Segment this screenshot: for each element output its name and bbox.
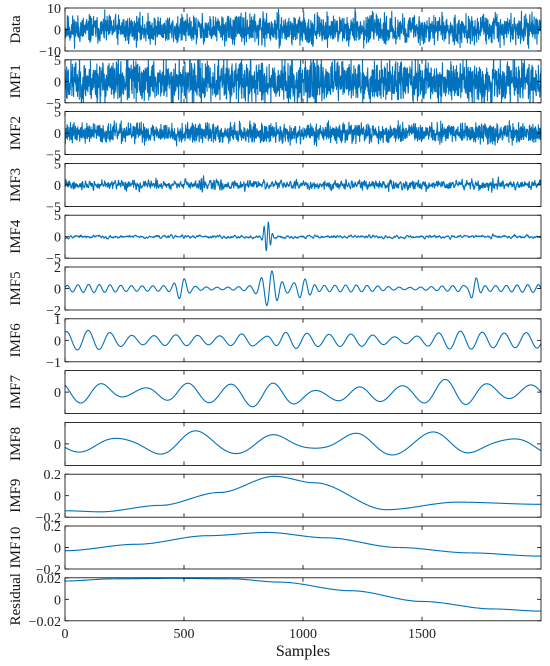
y-tick-label: −10	[39, 45, 61, 60]
series-line-imf1	[65, 59, 541, 103]
y-tick-label: 0	[54, 593, 61, 608]
panel-frame	[64, 473, 542, 518]
panel-imf1: −5 0 5 IMF1	[8, 54, 542, 112]
y-tick-label: 5	[54, 54, 61, 69]
panel-imf3: −5 0 5 IMF3	[8, 157, 542, 215]
panel-imf6: −1 0 1 IMF6	[8, 313, 542, 371]
panel-label: IMF3	[8, 168, 24, 202]
y-tick-label: −5	[46, 200, 61, 215]
y-tick-label: −0.2	[36, 563, 61, 578]
x-axis-title: Samples	[276, 643, 330, 660]
y-tick-label: −5	[46, 252, 61, 267]
panel-frame	[64, 525, 542, 570]
y-tick-label: −1	[46, 356, 61, 371]
panel-residual: −0.02 0 0.02 Residual	[8, 572, 542, 630]
panel-imf2: −5 0 5 IMF2	[8, 106, 542, 164]
y-tick-label: 0	[54, 75, 61, 90]
x-tick-label: 1000	[289, 627, 317, 642]
series-line-data	[65, 8, 541, 49]
y-tick-label: 0.2	[44, 468, 62, 483]
panel-frame	[64, 318, 542, 363]
series-line-imf2	[65, 120, 541, 147]
y-tick-label: 1	[54, 313, 61, 328]
y-tick-label: 10	[47, 2, 61, 17]
y-tick-label: 0	[54, 231, 61, 246]
panel-imf4: −5 0 5 IMF4	[8, 209, 542, 267]
panel-label: IMF10	[8, 527, 24, 569]
y-tick-label: 5	[54, 106, 61, 121]
y-tick-label: 0	[54, 127, 61, 142]
series-line-imf3	[65, 175, 541, 193]
y-tick-label: 0	[54, 542, 61, 557]
panel-label: Data	[8, 15, 24, 44]
y-tick-label: 0.2	[44, 520, 62, 535]
panel-label: IMF6	[8, 323, 24, 358]
series-line-imf9	[65, 475, 541, 513]
y-tick-label: 0	[54, 334, 61, 349]
panel-label: IMF7	[8, 375, 24, 410]
y-tick-label: 0	[54, 386, 61, 401]
panel-label: IMF8	[8, 427, 24, 461]
y-tick-label: 5	[54, 209, 61, 224]
panel-imf8: 0 IMF8	[8, 421, 542, 466]
y-tick-label: −5	[46, 149, 61, 164]
y-tick-label: 0	[54, 490, 61, 505]
x-tick-label: 500	[174, 627, 195, 642]
x-tick-label: 1500	[408, 627, 436, 642]
panel-label: IMF1	[8, 64, 24, 98]
panel-label: Residual	[8, 573, 24, 626]
y-tick-label: 0	[54, 438, 61, 453]
series-line-imf8	[65, 430, 541, 456]
y-tick-label: −0.02	[29, 615, 61, 630]
panel-frame	[64, 370, 542, 415]
panel-frame	[64, 266, 542, 311]
panel-data: −10 0 10 Data	[8, 2, 542, 60]
y-tick-label: 0	[54, 179, 61, 194]
x-tick-label: 0	[62, 627, 69, 642]
y-tick-label: −5	[46, 97, 61, 112]
panel-label: IMF2	[8, 116, 24, 150]
panel-imf7: 0 IMF7	[8, 370, 542, 415]
y-tick-label: −2	[46, 304, 61, 319]
panel-label: IMF9	[8, 479, 24, 513]
y-tick-label: 0	[54, 283, 61, 298]
y-tick-label: 5	[54, 157, 61, 172]
y-tick-label: 0.02	[37, 572, 62, 587]
series-line-imf4	[65, 221, 541, 252]
y-tick-label: 2	[54, 261, 61, 276]
y-tick-label: 0	[54, 24, 61, 39]
panel-label: IMF5	[8, 271, 24, 305]
panel-imf9: −0.2 0 0.2 IMF9	[8, 468, 542, 526]
series-line-imf7	[65, 378, 541, 408]
panel-frame	[64, 421, 542, 466]
panel-imf5: −2 0 2 IMF5	[8, 261, 542, 319]
series-line-residual	[65, 577, 541, 612]
series-line-imf10	[65, 531, 541, 557]
y-tick-label: −0.2	[36, 511, 61, 526]
series-line-imf5	[65, 270, 541, 307]
series-line-imf6	[65, 329, 541, 351]
panel-imf10: −0.2 0 0.2 IMF10	[8, 520, 542, 578]
panel-label: IMF4	[8, 219, 24, 254]
